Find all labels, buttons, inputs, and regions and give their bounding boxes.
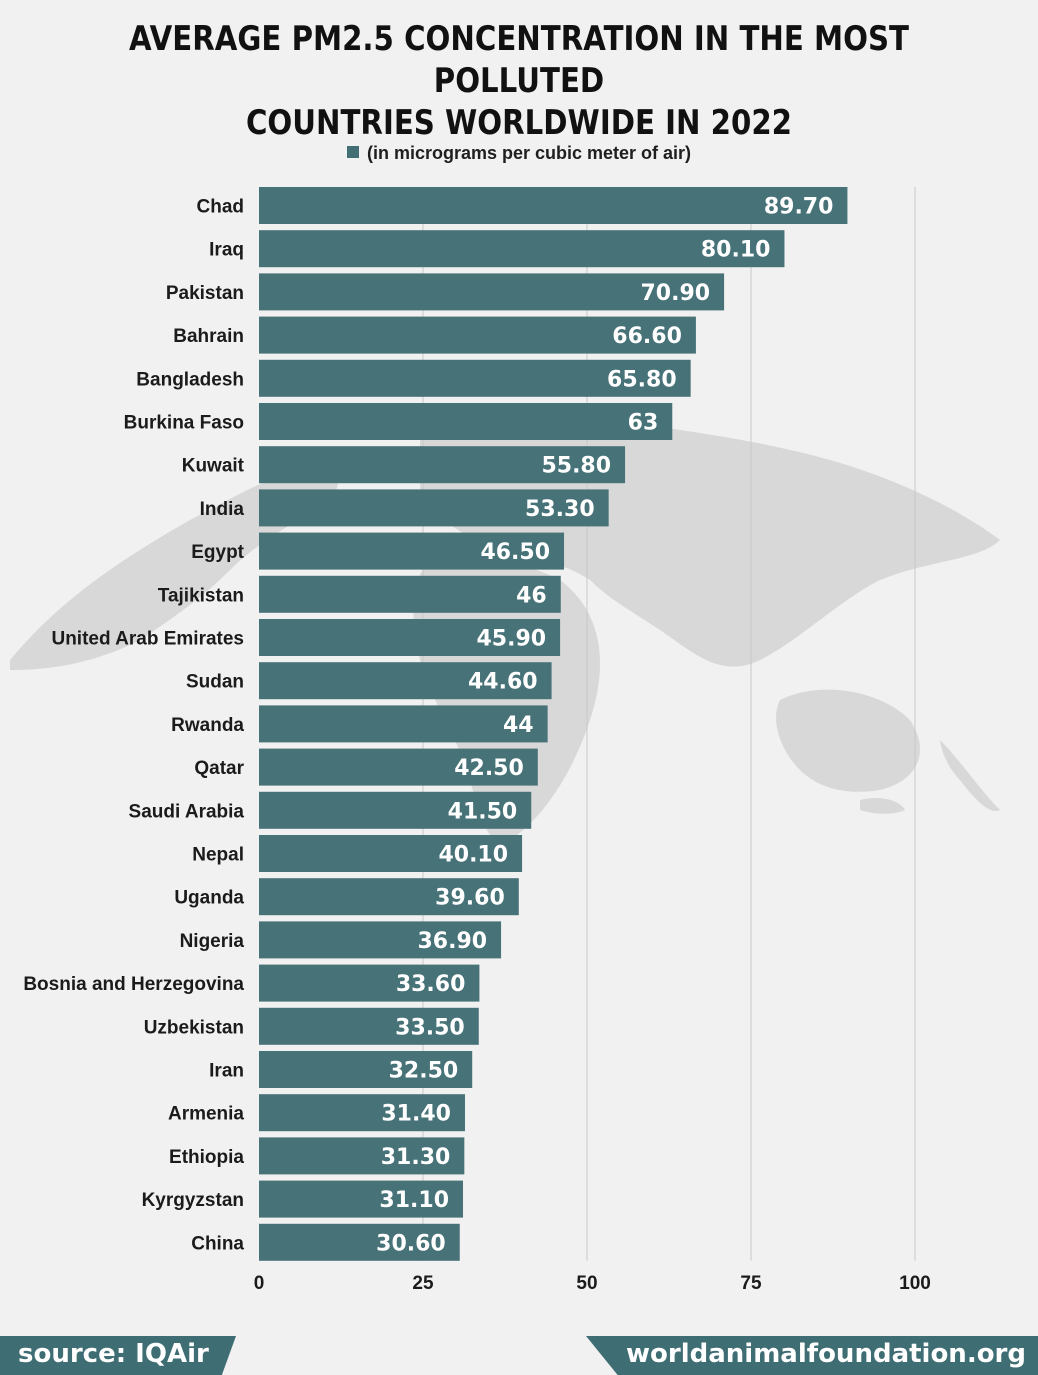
- legend: (in micrograms per cubic meter of air): [0, 143, 1038, 164]
- source-label: source: IQAir: [18, 1339, 209, 1369]
- title-line-2: COUNTRIES WORLDWIDE IN 2022: [245, 103, 793, 143]
- category-label: Chad: [197, 197, 245, 218]
- category-label: Nepal: [192, 845, 244, 866]
- category-label: Bangladesh: [136, 369, 244, 390]
- value-label: 31.40: [381, 1102, 451, 1127]
- category-label: Saudi Arabia: [129, 801, 245, 822]
- value-label: 44.60: [468, 670, 538, 695]
- value-label: 36.90: [417, 929, 487, 954]
- bar-kuwait: [259, 446, 626, 484]
- category-label: Iraq: [209, 240, 244, 261]
- legend-swatch: [346, 146, 359, 158]
- value-label: 30.60: [376, 1231, 446, 1256]
- category-label: Bosnia and Herzegovina: [23, 974, 244, 995]
- x-tick-label: 75: [740, 1273, 762, 1294]
- value-label: 45.90: [477, 627, 547, 652]
- category-label: Kyrgyzstan: [142, 1190, 244, 1211]
- category-label: United Arab Emirates: [51, 629, 244, 650]
- value-label: 55.80: [541, 454, 611, 479]
- bar-iran: [259, 1051, 473, 1088]
- title-line-1: AVERAGE PM2.5 CONCENTRATION IN THE MOST …: [129, 19, 909, 101]
- value-label: 40.10: [438, 843, 508, 868]
- bar-bangladesh: [259, 359, 691, 397]
- value-label: 33.50: [395, 1015, 465, 1040]
- bar-saudi-arabia: [259, 791, 532, 829]
- value-label: 63: [628, 411, 659, 436]
- bar-pakistan: [259, 273, 725, 311]
- bar-bahrain: [259, 316, 696, 354]
- value-label: 66.60: [612, 324, 682, 349]
- bar-qatar: [259, 748, 538, 786]
- category-label: Sudan: [186, 672, 244, 693]
- bar-india: [259, 489, 609, 527]
- x-tick-label: 0: [254, 1273, 265, 1294]
- legend-label: (in micrograms per cubic meter of air): [366, 143, 692, 163]
- value-label: 53.30: [525, 497, 595, 522]
- chart-title: AVERAGE PM2.5 CONCENTRATION IN THE MOST …: [73, 18, 966, 144]
- bar-uzbekistan: [259, 1007, 479, 1045]
- category-label: Kuwait: [182, 456, 245, 477]
- bar-egypt: [259, 532, 565, 570]
- value-label: 41.50: [448, 799, 518, 824]
- bar-ethiopia: [259, 1137, 465, 1175]
- bar-armenia: [259, 1094, 465, 1132]
- category-label: China: [191, 1233, 244, 1254]
- category-label: Tajikistan: [158, 585, 244, 606]
- category-label: Uganda: [174, 888, 244, 909]
- value-label: 46: [516, 583, 547, 608]
- x-tick-label: 25: [412, 1273, 434, 1294]
- website-banner: worldanimalfoundation.org: [586, 1336, 1038, 1375]
- value-label: 89.70: [764, 195, 834, 220]
- value-label: 39.60: [435, 886, 505, 911]
- value-label: 31.10: [379, 1188, 449, 1213]
- category-label: Armenia: [168, 1104, 244, 1125]
- website-label: worldanimalfoundation.org: [626, 1339, 1026, 1369]
- bar-kyrgyzstan: [259, 1180, 464, 1218]
- category-label: Qatar: [194, 758, 244, 779]
- bar-rwanda: [259, 705, 548, 743]
- category-label: Bahrain: [173, 326, 244, 347]
- bar-chart: 0 25 50 75 100 Chad 89.70 Iraq 80.10 Pakistan 70.9…: [23, 187, 931, 1294]
- source-banner: source: IQAir: [0, 1336, 236, 1375]
- category-label: Egypt: [191, 542, 244, 563]
- bar-united-arab-emirates: [259, 619, 561, 656]
- category-label: Nigeria: [180, 931, 245, 952]
- bar-china: [259, 1223, 460, 1261]
- bar-chad: [259, 187, 848, 224]
- category-label: India: [200, 499, 245, 520]
- value-label: 65.80: [607, 367, 677, 392]
- bar-sudan: [259, 662, 552, 700]
- bar-tajikistan: [259, 575, 561, 613]
- value-label: 33.60: [396, 972, 466, 997]
- value-label: 70.90: [641, 281, 711, 306]
- bar-burkina-faso: [259, 403, 673, 440]
- value-label: 80.10: [701, 238, 771, 263]
- bar-iraq: [259, 230, 785, 268]
- category-label: Rwanda: [171, 715, 244, 736]
- x-tick-label: 50: [576, 1273, 597, 1294]
- value-label: 46.50: [480, 540, 550, 565]
- category-label: Iran: [209, 1061, 244, 1082]
- category-label: Uzbekistan: [144, 1017, 244, 1038]
- value-label: 31.30: [381, 1145, 451, 1170]
- category-label: Burkina Faso: [124, 413, 244, 434]
- value-label: 44: [503, 713, 534, 738]
- x-tick-label: 100: [899, 1273, 931, 1294]
- bar-bosnia-and-herzegovina: [259, 964, 480, 1002]
- value-label: 42.50: [454, 756, 524, 781]
- bar-uganda: [259, 878, 519, 916]
- category-label: Pakistan: [166, 283, 244, 304]
- bar-nigeria: [259, 921, 502, 959]
- bar-nepal: [259, 835, 523, 872]
- value-label: 32.50: [389, 1059, 459, 1084]
- category-label: Ethiopia: [169, 1147, 244, 1168]
